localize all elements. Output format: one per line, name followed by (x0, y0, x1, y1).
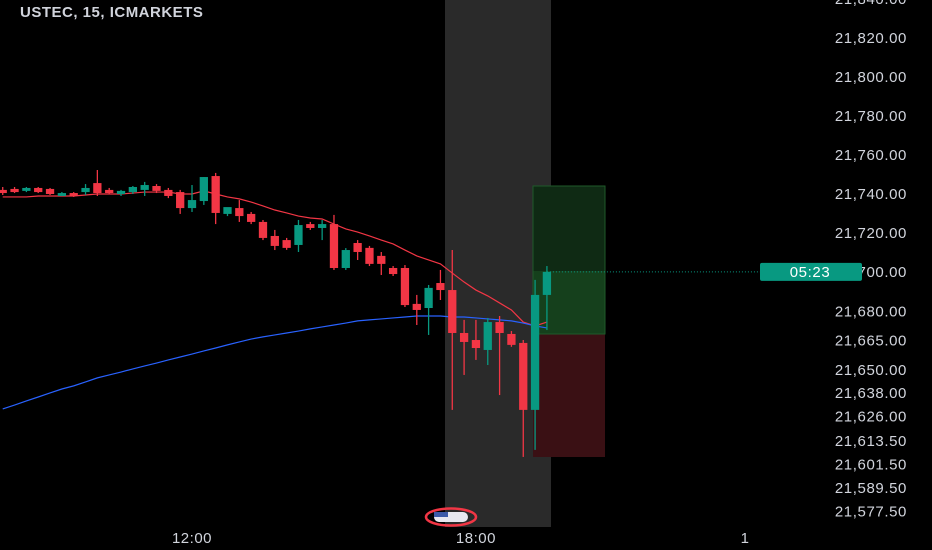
candle-body (483, 322, 492, 350)
candle-body (105, 189, 114, 194)
candle-body (400, 267, 410, 306)
y-tick-label: 21,577.50 (835, 503, 907, 520)
countdown-badge (760, 262, 862, 281)
y-tick-label: 21,680.00 (835, 303, 907, 320)
candle-body (341, 250, 350, 268)
candle-body (329, 224, 339, 268)
y-tick-label: 21,626.00 (835, 409, 907, 426)
candle-body (412, 303, 421, 310)
candle-body (140, 185, 149, 190)
x-tick-label: 12:00 (172, 530, 212, 547)
y-tick-label: 21,740.00 (835, 186, 907, 203)
y-tick-label: 21,820.00 (835, 30, 907, 47)
y-tick-label: 21,613.50 (835, 433, 907, 450)
candle-body (22, 187, 31, 191)
flag-icon (424, 507, 478, 527)
flag-ring (424, 507, 478, 527)
candle-body (270, 235, 279, 246)
flag-canton (434, 512, 448, 517)
candle-body (164, 189, 173, 196)
y-tick-label: 21,780.00 (835, 108, 907, 125)
target-outline (532, 185, 606, 335)
candle-body (116, 190, 126, 195)
y-tick-label: 21,665.00 (835, 333, 907, 350)
candle-body (10, 188, 19, 193)
target-zone (533, 186, 605, 271)
candle-body (247, 213, 256, 222)
moving-average (2, 190, 548, 327)
candle-body (436, 283, 445, 291)
candle-body (519, 342, 528, 410)
y-tick-label: 21,638.00 (835, 385, 907, 402)
candle-body (317, 224, 327, 228)
candle-body (176, 192, 185, 209)
position-tool (532, 185, 606, 457)
candle-body (187, 200, 197, 209)
candle-body (128, 186, 137, 193)
x-tick-label: 18:00 (456, 530, 496, 547)
y-tick-label: 21,800.00 (835, 69, 907, 86)
candle-body (81, 187, 90, 193)
countdown: 05:23 (790, 264, 831, 281)
candle-body (495, 322, 504, 333)
candle-body (448, 290, 457, 333)
candle-body (223, 207, 232, 214)
y-tick-label: 21,840.00 (835, 0, 907, 8)
candle-body (306, 224, 315, 228)
axes: 21,840.00 21,820.00 21,800.00 21,780.00 21,7… (172, 0, 907, 547)
stop-zone (533, 334, 605, 457)
candle-body (199, 177, 208, 202)
candle-body (507, 333, 516, 345)
candle-body (93, 183, 102, 194)
candle-body (365, 247, 374, 264)
candle-body (542, 271, 552, 295)
candle-body (152, 186, 161, 191)
y-tick-label: 21,760.00 (835, 147, 907, 164)
y-tick-label: 21,720.00 (835, 225, 907, 242)
y-tick-label: 21,589.50 (835, 480, 907, 497)
plot (0, 170, 552, 457)
candle-body (282, 240, 291, 248)
candle-body (211, 176, 220, 213)
candle-body (57, 193, 67, 196)
y-tick-label: 21,650.00 (835, 362, 907, 379)
candle-body (45, 188, 55, 195)
candle-body (258, 221, 268, 238)
candle-body (34, 187, 43, 193)
candle-body (0, 189, 7, 194)
candle-body (388, 267, 398, 275)
chart-title: USTEC, 15, ICMARKETS (20, 4, 203, 21)
candle-body (530, 294, 540, 410)
candle-body (353, 243, 362, 252)
y-tick-label: 21,601.50 (835, 456, 907, 473)
candle-body (459, 332, 469, 342)
candle-body (235, 208, 244, 217)
x-tick-label: 1 (741, 530, 750, 547)
candle-body (69, 193, 78, 196)
candle-body (424, 287, 433, 309)
candle-body (294, 225, 303, 245)
candle-body (471, 340, 481, 349)
candle-body (377, 255, 386, 264)
